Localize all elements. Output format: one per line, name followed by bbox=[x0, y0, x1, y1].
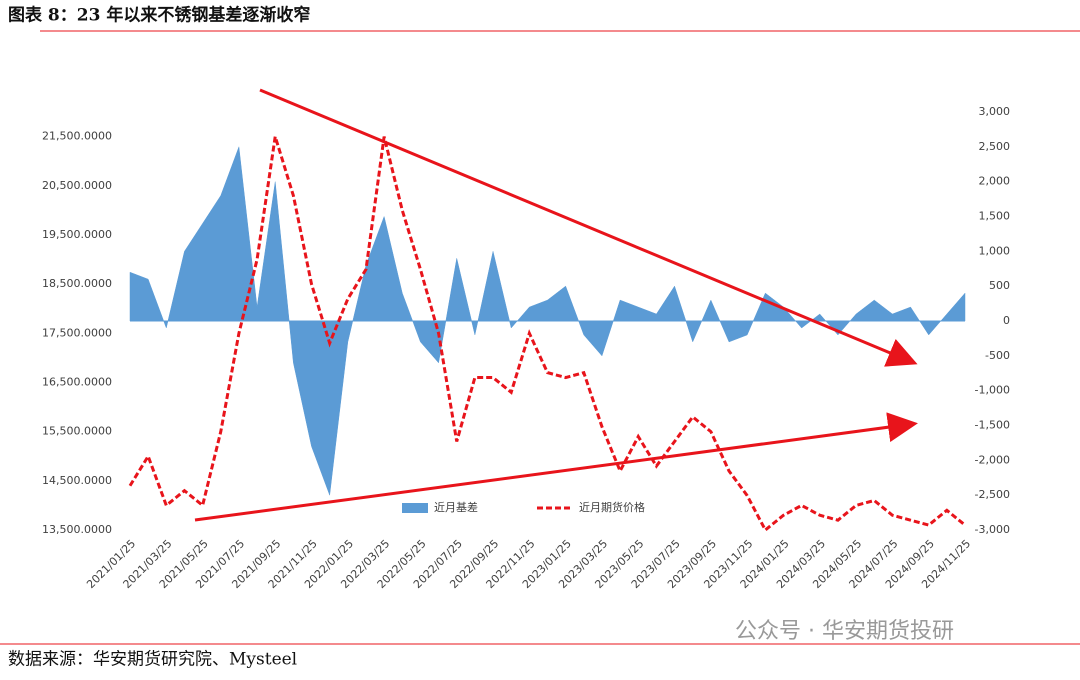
watermark: 公众号 · 华安期货投研 bbox=[735, 619, 954, 644]
y2-tick-label: 1,000 bbox=[979, 244, 1011, 257]
y2-tick-label: -2,000 bbox=[975, 453, 1010, 466]
y2-tick-label: -1,500 bbox=[975, 419, 1010, 432]
y2-tick-label: 2,500 bbox=[979, 140, 1011, 153]
y-tick-label: 14,500.0000 bbox=[42, 474, 112, 487]
legend-label: 近月期货价格 bbox=[579, 500, 645, 514]
y2-tick-label: 500 bbox=[989, 279, 1010, 292]
y-tick-label: 13,500.0000 bbox=[42, 523, 112, 536]
y-tick-label: 16,500.0000 bbox=[42, 375, 112, 388]
y-tick-label: 19,500.0000 bbox=[42, 228, 112, 241]
y2-tick-label: 2,000 bbox=[979, 175, 1011, 188]
y2-tick-label: 1,500 bbox=[979, 210, 1011, 223]
legend-swatch bbox=[402, 503, 428, 513]
legend-label: 近月基差 bbox=[434, 500, 478, 514]
y-tick-label: 18,500.0000 bbox=[42, 277, 112, 290]
price-line bbox=[128, 136, 966, 533]
y2-tick-label: 0 bbox=[1003, 314, 1010, 327]
y2-tick-label: 3,000 bbox=[979, 105, 1011, 118]
y-tick-label: 21,500.0000 bbox=[42, 130, 112, 143]
trend-arrow bbox=[259, 88, 918, 367]
y-tick-label: 15,500.0000 bbox=[42, 425, 112, 438]
y2-tick-label: -1,000 bbox=[975, 384, 1010, 397]
y-tick-label: 20,500.0000 bbox=[42, 179, 112, 192]
source: 数据来源：华安期货研究院、Mysteel bbox=[8, 650, 297, 670]
y2-tick-label: -2,500 bbox=[975, 488, 1010, 501]
trend-arrow bbox=[194, 412, 918, 522]
title: 图表 8：23 年以来不锈钢基差逐渐收窄 bbox=[8, 5, 310, 26]
y2-tick-label: -500 bbox=[985, 349, 1010, 362]
y2-tick-label: -3,000 bbox=[975, 523, 1010, 536]
y-tick-label: 17,500.0000 bbox=[42, 326, 112, 339]
